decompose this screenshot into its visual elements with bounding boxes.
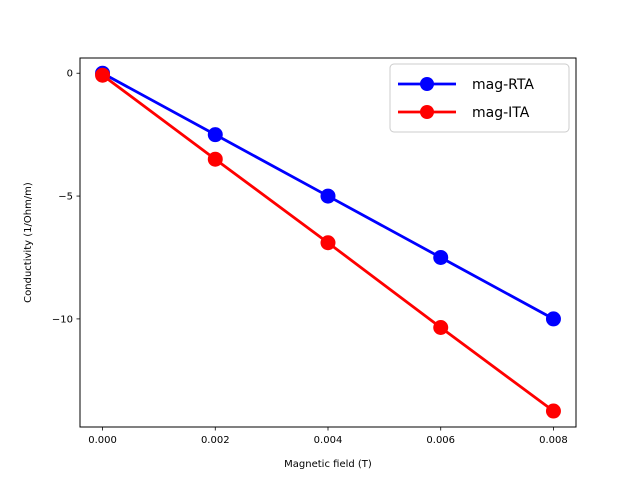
data-point-mag-ITA (320, 235, 336, 251)
x-tick-label: 0.002 (201, 435, 230, 446)
x-tick-label: 0.008 (539, 435, 568, 446)
y-tick-label: −5 (58, 192, 73, 203)
legend-frame (389, 63, 570, 133)
x-tick-label: 0.004 (314, 435, 343, 446)
y-tick-label: 0 (67, 69, 73, 80)
legend-marker-mag-ITA (420, 105, 434, 119)
data-point-mag-ITA (545, 403, 561, 419)
data-point-mag-RTA (545, 311, 561, 327)
data-point-mag-ITA (433, 320, 449, 336)
legend-marker-mag-RTA (420, 77, 434, 91)
y-axis: 0 −5 −10 (52, 69, 80, 325)
y-axis-label: Conductivity (1/Ohm/m) (23, 182, 34, 303)
data-point-mag-RTA (433, 249, 449, 265)
y-tick-label: −10 (52, 314, 73, 325)
legend: mag-RTA mag-ITA (389, 63, 570, 133)
data-point-mag-ITA (207, 151, 223, 167)
data-point-mag-ITA (95, 67, 111, 83)
x-tick-label: 0.000 (88, 435, 117, 446)
series-mag-ITA (95, 67, 561, 419)
x-tick-label: 0.006 (426, 435, 455, 446)
legend-label-mag-ITA: mag-ITA (472, 105, 530, 121)
data-point-mag-RTA (207, 127, 223, 143)
x-axis-label: Magnetic field (T) (284, 459, 372, 470)
data-point-mag-RTA (320, 188, 336, 204)
legend-label-mag-RTA: mag-RTA (472, 77, 534, 93)
series-layer (95, 65, 561, 419)
x-axis: 0.000 0.002 0.004 0.006 0.008 (88, 427, 568, 446)
